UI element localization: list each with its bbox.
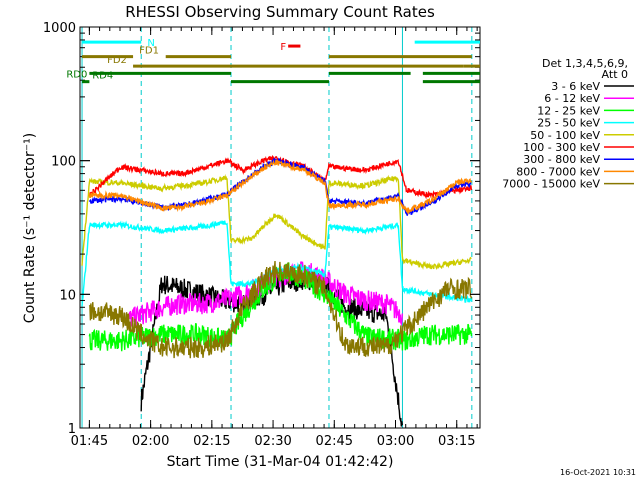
x-tick-label: 03:15	[438, 434, 475, 449]
legend-label: 50 - 100 keV	[530, 129, 600, 142]
y-tick-label: 100	[51, 155, 76, 170]
legend-label: 12 - 25 keV	[537, 104, 600, 117]
y-axis-label: Count Rate (s⁻¹ detector⁻¹)	[22, 133, 38, 323]
series-line	[88, 159, 473, 216]
y-tick-label: 10	[59, 288, 76, 303]
flag-label: RD4	[92, 71, 113, 82]
timestamp: 16-Oct-2021 10:31	[560, 468, 636, 477]
x-tick-label: 02:45	[316, 434, 353, 449]
series-line	[81, 174, 472, 270]
series-line	[88, 260, 473, 359]
legend-label: 300 - 800 keV	[523, 153, 600, 166]
x-axis-label: Start Time (31-Mar-04 01:42:42)	[167, 454, 394, 470]
x-tick-label: 03:00	[377, 434, 414, 449]
legend-label: 25 - 50 keV	[537, 117, 600, 130]
flag-label: RD0	[66, 69, 87, 80]
x-tick-label: 02:15	[193, 434, 230, 449]
legend-header-line-2: Att 0	[602, 68, 628, 81]
plot-area	[81, 27, 473, 428]
y-axis: 1 10 100 1000	[43, 21, 480, 437]
flag-label: FD1	[139, 46, 159, 57]
legend-label: 6 - 12 keV	[544, 92, 600, 105]
legend-label: 7000 - 15000 keV	[502, 178, 600, 191]
x-tick-label: 02:00	[132, 434, 169, 449]
flag-label: N	[147, 38, 154, 49]
plot-frame	[79, 26, 481, 429]
flag-label: FD2	[107, 55, 127, 66]
legend-label: 3 - 6 keV	[551, 80, 600, 93]
legend-label: 800 - 7000 keV	[516, 165, 600, 178]
y-tick-label: 1000	[43, 21, 76, 36]
flag-label: F	[280, 42, 286, 53]
chart-title: RHESSI Observing Summary Count Rates	[125, 3, 435, 21]
x-tick-label: 01:45	[71, 434, 108, 449]
legend-label: 100 - 300 keV	[523, 141, 600, 154]
legend-header-line-1: Det 1,3,4,5,6,9,	[542, 57, 628, 70]
x-tick-label: 02:30	[254, 434, 291, 449]
flag-bars: N F FD1 FD2 RD0 RD4	[66, 38, 480, 84]
y-tick-label: 1	[68, 422, 76, 437]
x-axis: 01:45 02:00 02:15 02:30 02:45 03:00 03:15	[71, 27, 478, 449]
